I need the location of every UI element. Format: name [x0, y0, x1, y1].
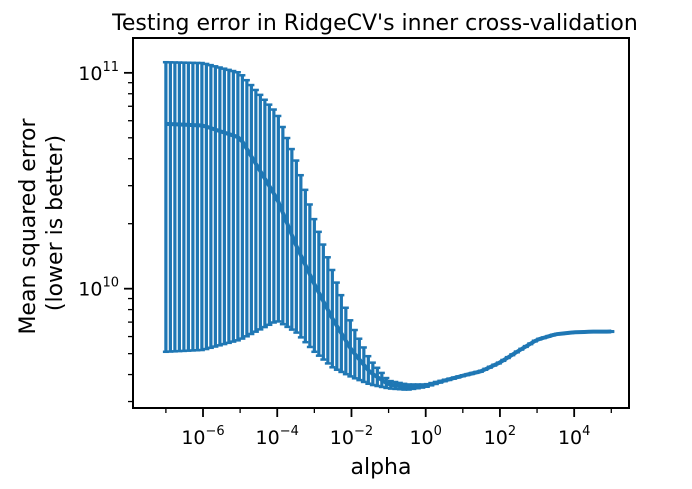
x-tick-label: 104	[558, 424, 590, 449]
y-tick-label: 1011	[78, 60, 119, 85]
x-tick-label: 10−2	[330, 424, 373, 449]
x-tick-label: 100	[409, 424, 441, 449]
y-axis-ticks: 1010 1011	[78, 60, 133, 403]
y-axis-label-line-1: Mean squared error	[16, 117, 41, 334]
plot-area	[162, 60, 615, 391]
y-tick-label: 1010	[78, 276, 119, 301]
x-axis-label: alpha	[351, 455, 412, 480]
x-tick-label: 10−4	[256, 424, 299, 449]
x-tick-label: 10−6	[181, 424, 224, 449]
chart-title: Testing error in RidgeCV's inner cross-v…	[111, 11, 638, 36]
y-axis-label: Mean squared error (lower is better)	[16, 111, 68, 334]
plot-frame	[132, 37, 630, 409]
mean-error-line	[165, 121, 612, 389]
y-axis-label-line-2: (lower is better)	[43, 135, 68, 311]
x-tick-label: 102	[484, 424, 516, 449]
x-axis-ticks: 10−6 10−4 10−2 100 102 104	[165, 408, 612, 449]
